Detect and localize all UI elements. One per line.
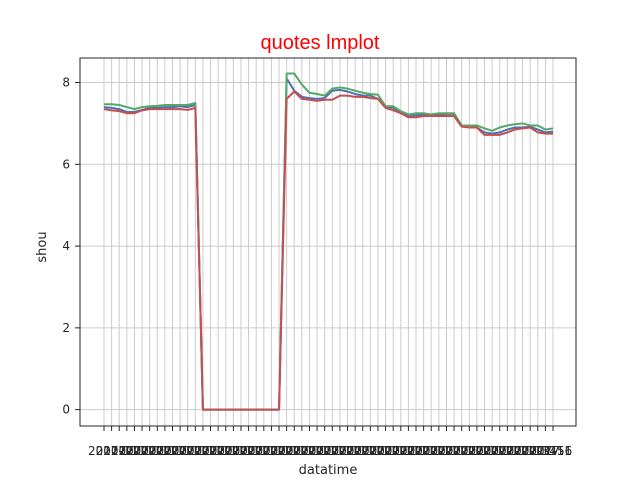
x-tick-label: 2017-1 <box>202 444 245 458</box>
x-tick-label: 2017-1 <box>263 444 306 458</box>
x-tick-label: 2017-1 <box>233 444 276 458</box>
x-tick-label: 2017-1 <box>354 444 397 458</box>
x-tick-label: 2017-1 <box>423 444 466 458</box>
x-tick-label: 2017-1 <box>392 444 435 458</box>
x-tick-label: 2017-1 <box>339 444 382 458</box>
x-tick-label: 2017-1 <box>172 444 215 458</box>
x-tick-label: 2017-1 <box>362 444 405 458</box>
y-axis-label: shou <box>35 231 50 262</box>
series-line-3 <box>103 90 553 411</box>
y-tick-label: 8 <box>62 76 70 90</box>
x-tick-label: 2017-1 <box>377 444 420 458</box>
grid-lines <box>80 58 576 426</box>
x-tick-label: 2017-1 <box>293 444 336 458</box>
x-tick-label: 2017-1 <box>453 444 496 458</box>
x-tick-label: 3456 <box>542 444 573 458</box>
x-tick-label: 2017-1 <box>324 444 367 458</box>
x-axis-label: datatime <box>299 463 358 478</box>
x-tick-label: 2017-1 <box>301 444 344 458</box>
plot-area <box>80 58 576 426</box>
series-lines <box>103 72 554 411</box>
x-tick-label: 2017-1 <box>316 444 359 458</box>
x-tick-label: 2017-1 <box>187 444 230 458</box>
x-tick-label: 2017-1 <box>438 444 481 458</box>
x-tick-label: 2017-1 <box>217 444 260 458</box>
x-tick-label: 2017-1 <box>225 444 268 458</box>
x-tick-label: 2017-1 <box>476 444 519 458</box>
x-tick-label: 2017-1 <box>529 444 572 458</box>
x-tick-label: 2017-1 <box>149 444 192 458</box>
x-tick-label: 2017-1 <box>347 444 390 458</box>
x-tick-label: 2017-1 <box>103 444 146 458</box>
y-tick-label: 2 <box>62 321 70 335</box>
x-tick-label: 2017-1 <box>430 444 473 458</box>
x-tick-label: 2017-1 <box>332 444 375 458</box>
x-tick-label: 2017-1 <box>164 444 207 458</box>
chart-title: quotes lmplot <box>261 32 380 54</box>
x-tick-label: 2017-1 <box>408 444 451 458</box>
x-tick-label: 2017-1 <box>240 444 283 458</box>
x-tick-label: 2017-1 <box>126 444 169 458</box>
x-tick-label: 2017-1 <box>514 444 557 458</box>
x-tick-label: 2017-1 <box>278 444 321 458</box>
x-tick-label: 2017-1 <box>415 444 458 458</box>
x-tick-label: 2017-1 <box>499 444 542 458</box>
x-tick-label: 2017-1 <box>179 444 222 458</box>
x-tick-label: 2017-1 <box>271 444 314 458</box>
x-tick-label: 2017-1 <box>111 444 154 458</box>
x-tick-label: 2017-1 <box>195 444 238 458</box>
x-tick-label: 2017-1 <box>248 444 291 458</box>
y-tick-label: 0 <box>62 403 70 417</box>
axis-ticks: 024682017-12017-12017-12017-12017-12017-… <box>62 76 572 458</box>
x-tick-label: 2017-1 <box>156 444 199 458</box>
y-tick-label: 4 <box>62 239 70 253</box>
x-tick-label: 2017-1 <box>309 444 352 458</box>
x-tick-label: 2017-1 <box>400 444 443 458</box>
x-tick-label: 2017-1 <box>484 444 527 458</box>
x-tick-label: 2017-1 <box>522 444 565 458</box>
plot-frame <box>79 57 577 427</box>
x-tick-label: 2017-1 <box>286 444 329 458</box>
x-tick-label: 2017-1 <box>210 444 253 458</box>
x-tick-label: 2017-1 <box>88 444 131 458</box>
x-tick-label: 2017-1 <box>96 444 139 458</box>
x-tick-label: 2017-1 <box>134 444 177 458</box>
x-tick-label: 2017-1 <box>118 444 161 458</box>
y-tick-label: 6 <box>62 157 70 171</box>
x-tick-label: 2017-1 <box>507 444 550 458</box>
x-tick-label: 2017-1 <box>370 444 413 458</box>
x-tick-label: 2017-1 <box>491 444 534 458</box>
x-tick-label: 2017-1 <box>141 444 184 458</box>
series-line-2 <box>104 72 554 411</box>
x-tick-label: 2017-1 <box>385 444 428 458</box>
x-tick-label: 2017-1 <box>446 444 489 458</box>
x-tick-label: 2017-1 <box>469 444 512 458</box>
x-tick-label: 2017-1 <box>461 444 504 458</box>
x-tick-label: 2017-1 <box>255 444 298 458</box>
